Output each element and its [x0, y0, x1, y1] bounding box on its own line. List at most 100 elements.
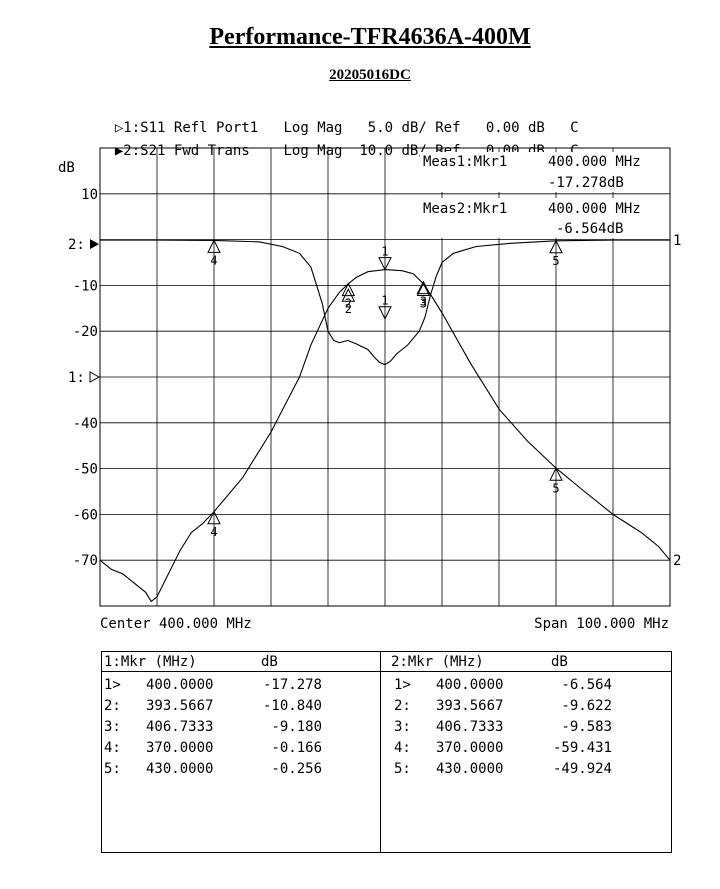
right-row-db: -9.583: [561, 719, 612, 735]
left-row-db: -9.180: [271, 719, 322, 735]
right-row-freq: 393.5667: [436, 698, 504, 714]
right-header-col2: dB: [551, 654, 568, 670]
right-row-index: 1>: [394, 677, 411, 693]
trace-s21-param: S21: [140, 143, 166, 159]
left-row-db: -10.840: [262, 698, 322, 714]
meas2-freq: 400.000 MHz: [548, 201, 641, 217]
trace-s11-ref: 0.00 dB: [485, 120, 545, 136]
left-row-db: -0.256: [271, 761, 322, 777]
right-row-index: 5:: [394, 761, 411, 777]
left-header-col1: 1:Mkr (MHz): [104, 654, 197, 670]
marker-triangle-up-icon: [207, 239, 221, 253]
marker-s21-1: 1: [378, 245, 392, 271]
marker-s11-1: 1: [378, 294, 392, 320]
trace-s11-desc: Refl Port1: [173, 120, 259, 136]
y-tick-label: -40: [73, 416, 98, 432]
meas1-freq: 400.000 MHz: [548, 154, 641, 170]
marker-number: 4: [210, 525, 217, 539]
meas1-value: -17.278dB: [548, 175, 624, 191]
trace-s21-desc: Fwd Trans: [173, 143, 250, 159]
marker-triangle-up-icon: [416, 282, 431, 296]
left-row-freq: 393.5667: [146, 698, 214, 714]
series-end-label-s11: 1: [673, 233, 681, 249]
right-row-db: -59.431: [552, 740, 612, 756]
marker-number: 5: [552, 254, 559, 268]
marker-number: 2: [345, 297, 352, 311]
marker-table-header-line: [102, 671, 671, 672]
y-axis-unit: dB: [58, 160, 75, 176]
y-tick-label: -20: [73, 324, 98, 340]
marker-triangle-up-icon: [207, 510, 221, 525]
trace-s11-flag: C: [570, 120, 579, 136]
left-row-db: -17.278: [262, 677, 322, 693]
meas2-value: -6.564dB: [556, 221, 623, 237]
trace-s21-id: 2:: [123, 143, 141, 159]
y-tick-label: 10: [81, 187, 98, 203]
marker-triangle-up-icon: [416, 280, 431, 295]
trace-s11-param: S11: [140, 120, 166, 136]
marker-s11-3: 3: [416, 280, 431, 309]
marker-triangle-down-icon: [378, 257, 392, 271]
marker-s21-4: 4: [207, 510, 221, 539]
left-row-index: 3:: [104, 719, 121, 735]
marker-s11-4: 4: [207, 239, 221, 267]
ref-pointer-s21-icon: [90, 239, 99, 250]
left-row-index: 2:: [104, 698, 121, 714]
trace-s11-id: 1:: [123, 120, 141, 136]
marker-s11-5: 5: [549, 239, 563, 268]
marker-number: 5: [552, 481, 559, 495]
y-tick-label: -10: [73, 278, 98, 294]
marker-number: 4: [210, 253, 217, 267]
ref-pointer-s11-icon: [89, 371, 101, 383]
meas1-bg: [420, 152, 668, 192]
right-row-db: -9.622: [561, 698, 612, 714]
y-tick-label: -60: [73, 507, 98, 523]
marker-s21-2: 2: [341, 282, 356, 311]
right-row-freq: 370.0000: [436, 740, 504, 756]
meas-layer: Meas1:Mkr1 400.000 MHz -17.278dB Meas2:M…: [420, 152, 668, 238]
ref-label-s11: 1:: [68, 370, 85, 386]
ref-label-s21: 2:: [68, 237, 85, 253]
page-subtitle: 20205016DC: [329, 67, 411, 83]
left-row-db: -0.166: [271, 740, 322, 756]
trace-s21-pointer-icon: ▶: [114, 143, 124, 159]
meas2-bg: [420, 198, 668, 238]
marker-number: 3: [420, 296, 427, 310]
series-layer: 12: [99, 233, 681, 603]
marker-triangle-down-icon: [378, 306, 392, 320]
marker-triangle-up-icon: [341, 282, 356, 297]
left-header-col2: dB: [261, 654, 278, 670]
right-row-freq: 406.7333: [436, 719, 504, 735]
right-row-freq: 400.0000: [436, 677, 504, 693]
footer-center: Center 400.000 MHz: [100, 616, 252, 632]
right-header-col1: 2:Mkr (MHz): [391, 654, 484, 670]
meas2-label: Meas2:Mkr1: [423, 201, 507, 217]
series-end-label-s21: 2: [673, 553, 681, 569]
page-title: Performance-TFR4636A-400M: [209, 24, 531, 50]
meas1-label: Meas1:Mkr1: [423, 154, 507, 170]
marker-number: 2: [345, 302, 352, 316]
left-row-freq: 370.0000: [146, 740, 214, 756]
right-row-index: 3:: [394, 719, 411, 735]
marker-number: 1: [381, 294, 388, 308]
left-row-index: 5:: [104, 761, 121, 777]
marker-table-divider: [380, 652, 381, 852]
right-row-index: 4:: [394, 740, 411, 756]
trace-s11-scale: 5.0 dB/: [367, 120, 427, 136]
trace-s11-pointer-icon: ▷: [114, 120, 124, 136]
trace-s11-ref-label: Ref: [435, 120, 461, 136]
left-row-freq: 400.0000: [146, 677, 214, 693]
marker-triangle-up-icon: [549, 239, 563, 254]
trace-header-s11: ▷1:S11 Refl Port1 Log Mag 5.0 dB/ Ref 0.…: [98, 104, 579, 136]
marker-table: 1:Mkr (MHz) dB 2:Mkr (MHz) dB 1> 400.0000…: [101, 651, 672, 853]
marker-triangle-up-icon: [549, 467, 563, 481]
marker-s21-5: 5: [549, 467, 563, 495]
right-row-db: -49.924: [552, 761, 612, 777]
series-s11: [100, 239, 670, 366]
trace-s21-format: Log Mag: [283, 143, 343, 159]
marker-s21-3: 3: [416, 282, 431, 310]
series-s21: [99, 269, 671, 603]
trace-s11-format: Log Mag: [283, 120, 343, 136]
